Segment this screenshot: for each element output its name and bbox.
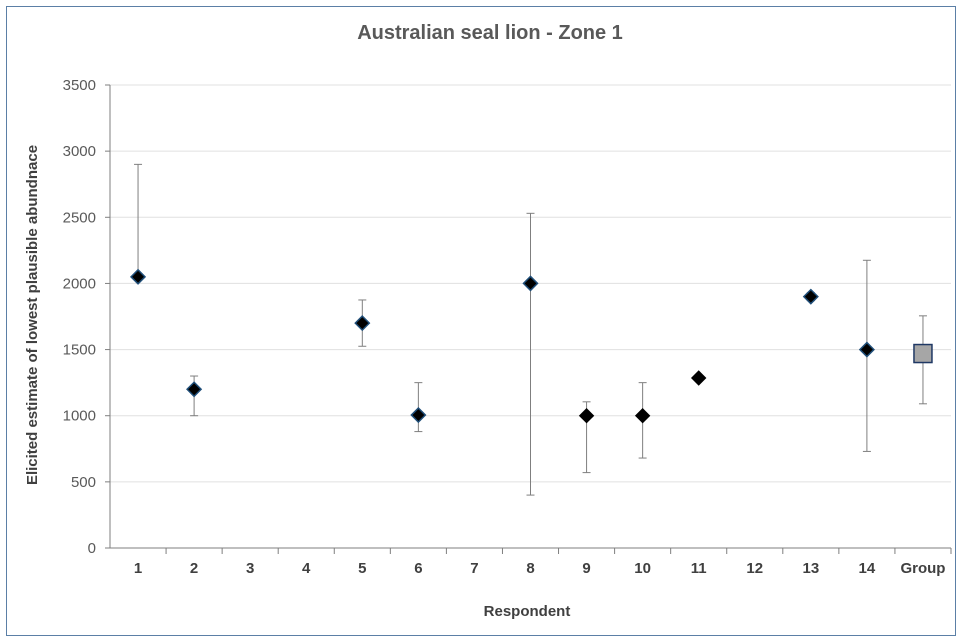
data-markers: [129, 268, 933, 424]
y-tick-label: 2500: [63, 209, 96, 226]
error-bars: [134, 163, 927, 496]
y-tick-label: 3000: [63, 143, 96, 160]
x-tick-label: 14: [859, 560, 876, 577]
data-point: [129, 268, 147, 285]
x-tick-label: 2: [190, 560, 198, 577]
x-axis-title: Respondent: [484, 603, 571, 620]
y-tick-label: 1500: [63, 342, 96, 359]
x-tick-label: 7: [470, 560, 478, 577]
y-tick-label: 2000: [63, 275, 96, 292]
x-tick-label: 4: [302, 560, 311, 577]
x-tick-label: 13: [802, 560, 819, 577]
y-tick-label: 0: [88, 540, 96, 557]
x-tick-label: 8: [526, 560, 534, 577]
x-tick-label: 6: [414, 560, 422, 577]
x-tick-label: 10: [634, 560, 651, 577]
y-tick-label: 1000: [63, 408, 96, 425]
y-tick-label: 500: [71, 474, 96, 491]
data-point: [802, 288, 819, 305]
data-point: [578, 408, 595, 424]
group-marker: [913, 343, 933, 364]
chart-frame: [6, 6, 956, 636]
x-tick-label: 11: [691, 560, 707, 577]
x-tick-label: 3: [246, 560, 254, 577]
x-tick-label: 5: [358, 560, 366, 577]
data-point: [354, 315, 371, 332]
x-tick-label: 9: [582, 560, 590, 577]
data-point: [410, 406, 427, 424]
data-point: [186, 381, 203, 398]
x-tick-label: 1: [134, 560, 142, 577]
y-axis-title: Elicited estimate of lowest plausible ab…: [24, 145, 41, 485]
data-point: [858, 341, 875, 358]
data-point: [634, 408, 651, 424]
x-tick-label: Group: [900, 560, 945, 577]
data-point: [522, 275, 539, 292]
y-tick-label: 3500: [63, 77, 96, 94]
x-tick-label: 12: [746, 560, 763, 577]
chart-title: Australian seal lion - Zone 1: [357, 22, 623, 44]
data-point: [690, 370, 707, 386]
